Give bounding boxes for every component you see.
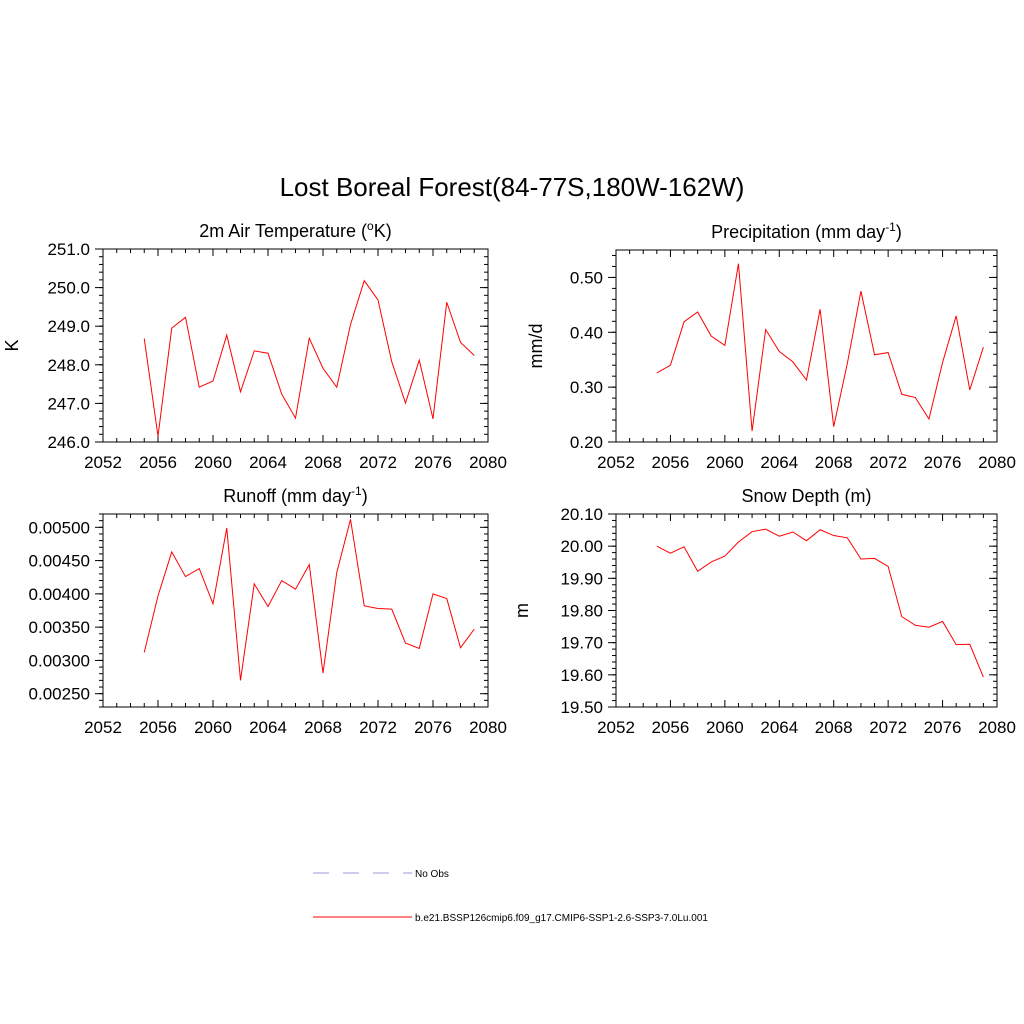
y-axis-label: mm/d: [526, 324, 546, 369]
x-tick-label: 2080: [469, 718, 507, 737]
x-tick-label: 2076: [414, 453, 452, 472]
x-tick-label: 2064: [249, 718, 287, 737]
x-tick-label: 2060: [706, 718, 744, 737]
x-tick-label: 2072: [359, 453, 397, 472]
y-tick-label: 0.50: [570, 268, 603, 287]
y-tick-label: 19.70: [560, 634, 603, 653]
y-tick-label: 0.00350: [29, 618, 90, 637]
x-tick-label: 2056: [652, 718, 690, 737]
y-tick-label: 0.00300: [29, 651, 90, 670]
x-tick-label: 2052: [84, 453, 122, 472]
y-tick-label: 20.10: [560, 505, 603, 524]
x-tick-label: 2064: [249, 453, 287, 472]
y-tick-label: 19.60: [560, 666, 603, 685]
x-tick-label: 2080: [469, 453, 507, 472]
series-line: [143, 279, 475, 437]
x-tick-label: 2056: [139, 718, 177, 737]
x-tick-label: 2080: [978, 718, 1016, 737]
x-tick-label: 2068: [815, 453, 853, 472]
x-tick-label: 2060: [194, 453, 232, 472]
y-tick-label: 248.0: [47, 356, 90, 375]
chart-panel-4: Snow Depth (m) 2052 2056 2060 2064 2068 2072 20…: [512, 486, 1016, 737]
y-tick-label: 246.0: [47, 433, 90, 452]
y-tick-label: 0.30: [570, 378, 603, 397]
x-tick-label: 2080: [978, 453, 1016, 472]
y-tick-label: 0.00250: [29, 685, 90, 704]
plot-frame: [615, 249, 998, 443]
figure-title: Lost Boreal Forest(84-77S,180W-162W): [280, 172, 745, 202]
y-tick-label: 251.0: [47, 240, 90, 259]
x-tick-label: 2072: [869, 453, 907, 472]
y-tick-label: 19.50: [560, 698, 603, 717]
x-tick-label: 2068: [304, 453, 342, 472]
chart-panel-1: 2m Air Temperature (oK) 2052 2056 2060 2064 2…: [2, 219, 507, 472]
plot-frame: [102, 513, 489, 708]
x-tick-label: 2076: [924, 453, 962, 472]
x-tick-label: 2060: [194, 718, 232, 737]
y-axis-label: K: [2, 339, 22, 351]
legend-obs-label: No Obs: [415, 869, 449, 880]
legend-model-label: b.e21.BSSP126cmip6.f09_g17.CMIP6-SSP1-2.…: [415, 913, 708, 924]
x-tick-label: 2064: [760, 718, 798, 737]
x-tick-label: 2056: [139, 453, 177, 472]
x-tick-label: 2060: [706, 453, 744, 472]
panel-title: 2m Air Temperature (oK): [199, 219, 391, 241]
x-tick-label: 2068: [304, 718, 342, 737]
legend: No Obs b.e21.BSSP126cmip6.f09_g17.CMIP6-…: [313, 869, 708, 924]
y-tick-label: 0.00500: [29, 518, 90, 537]
x-tick-label: 2064: [760, 453, 798, 472]
panel-title: Precipitation (mm day-1): [711, 220, 902, 242]
x-tick-label: 2076: [414, 718, 452, 737]
y-axis-label: m: [512, 603, 532, 618]
y-tick-label: 0.00400: [29, 585, 90, 604]
series-line: [656, 528, 984, 678]
x-tick-label: 2072: [869, 718, 907, 737]
x-tick-label: 2056: [652, 453, 690, 472]
chart-panel-2: Precipitation (mm day-1) 2052 2056 2060 2064…: [526, 220, 1016, 472]
y-tick-label: 0.00450: [29, 552, 90, 571]
series-line: [143, 519, 475, 681]
y-tick-label: 0.40: [570, 323, 603, 342]
y-tick-label: 19.80: [560, 602, 603, 621]
chart-panels: 2m Air Temperature (oK) 2052 2056 2060 2064 2…: [2, 219, 1016, 737]
x-tick-label: 2052: [597, 453, 635, 472]
y-tick-label: 20.00: [560, 537, 603, 556]
plot-frame: [615, 513, 998, 708]
panel-title: Snow Depth (m): [741, 486, 871, 506]
x-tick-label: 2076: [924, 718, 962, 737]
x-tick-label: 2072: [359, 718, 397, 737]
x-tick-label: 2052: [597, 718, 635, 737]
series-line: [656, 263, 984, 432]
chart-panel-3: Runoff (mm day-1) 2052 2056 2060 2064 2068 207…: [29, 484, 507, 737]
y-tick-label: 249.0: [47, 317, 90, 336]
y-tick-label: 250.0: [47, 279, 90, 298]
panel-title: Runoff (mm day-1): [223, 484, 367, 506]
y-tick-label: 19.90: [560, 569, 603, 588]
x-tick-label: 2068: [815, 718, 853, 737]
y-tick-label: 0.20: [570, 433, 603, 452]
x-tick-label: 2052: [84, 718, 122, 737]
y-tick-label: 247.0: [47, 394, 90, 413]
